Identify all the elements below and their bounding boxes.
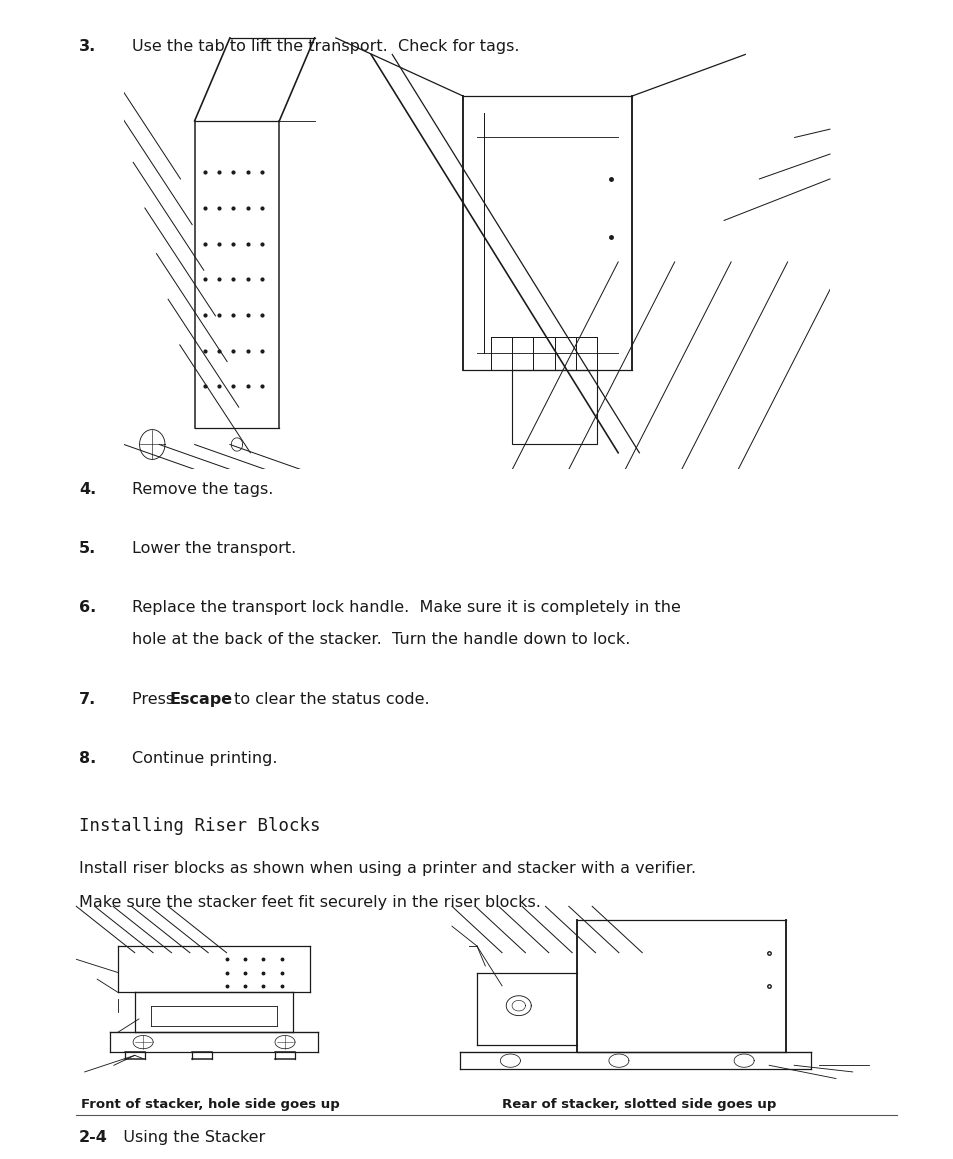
Text: Remove the tags.: Remove the tags.: [132, 482, 273, 497]
Text: 5.: 5.: [79, 541, 96, 556]
Text: Using the Stacker: Using the Stacker: [108, 1130, 265, 1145]
Text: Installing Riser Blocks: Installing Riser Blocks: [79, 817, 320, 836]
Text: 7.: 7.: [79, 692, 96, 707]
Text: 3.: 3.: [79, 39, 96, 54]
Text: Replace the transport lock handle.  Make sure it is completely in the: Replace the transport lock handle. Make …: [132, 600, 679, 615]
Text: 4.: 4.: [79, 482, 96, 497]
Text: Lower the transport.: Lower the transport.: [132, 541, 295, 556]
Text: Press: Press: [132, 692, 179, 707]
Text: hole at the back of the stacker.  Turn the handle down to lock.: hole at the back of the stacker. Turn th…: [132, 632, 629, 647]
Text: Continue printing.: Continue printing.: [132, 751, 277, 766]
Text: to clear the status code.: to clear the status code.: [229, 692, 429, 707]
Text: 8.: 8.: [79, 751, 96, 766]
Text: Install riser blocks as shown when using a printer and stacker with a verifier.: Install riser blocks as shown when using…: [79, 861, 696, 876]
Text: Use the tab to lift the transport.  Check for tags.: Use the tab to lift the transport. Check…: [132, 39, 518, 54]
Text: 2-4: 2-4: [79, 1130, 108, 1145]
Bar: [512, 370, 597, 445]
Text: Front of stacker, hole side goes up: Front of stacker, hole side goes up: [80, 1098, 339, 1110]
Text: Make sure the stacker feet fit securely in the riser blocks.: Make sure the stacker feet fit securely …: [79, 895, 540, 910]
Text: Escape: Escape: [170, 692, 233, 707]
Text: 6.: 6.: [79, 600, 96, 615]
Text: Rear of stacker, slotted side goes up: Rear of stacker, slotted side goes up: [501, 1098, 776, 1110]
